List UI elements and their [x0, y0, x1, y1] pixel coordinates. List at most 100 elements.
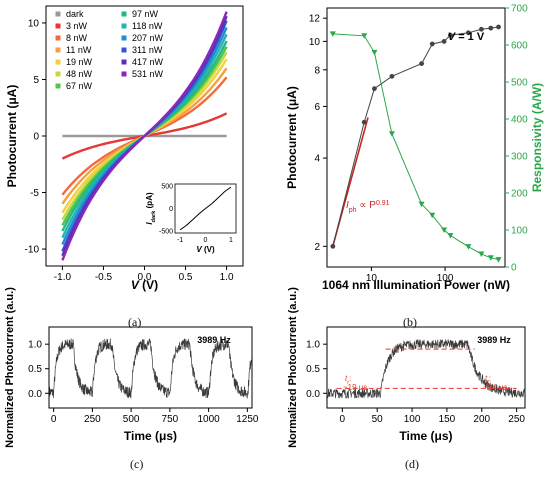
panel-b-photocurrent-point — [372, 86, 377, 92]
caption-a: (a) — [128, 315, 142, 329]
panel-a-legend-marker — [121, 47, 127, 53]
panel-d-xtick-label: 150 — [439, 414, 456, 425]
panel-b-ytick-right-label: 100 — [511, 226, 528, 237]
panel-b-responsivity-point — [418, 201, 425, 208]
panel-a-inset-xtick-label: 0 — [204, 237, 208, 244]
panel-a-ytick-label: -5 — [30, 188, 39, 199]
panel-a-legend-marker — [55, 71, 61, 77]
panel-d-rise-label: tr: — [345, 374, 351, 386]
panel-a-legend-label: 207 nW — [132, 33, 164, 43]
panel-b-ytick-right-label: 700 — [511, 4, 528, 15]
panel-d-ytick-label: 0.5 — [306, 364, 320, 375]
panel-b-photocurrent-point — [389, 73, 395, 79]
panel-b-photocurrent-point — [496, 24, 501, 30]
panel-b-ylabel-left: Photocurrent (μA) — [285, 86, 299, 189]
panel-b-ytick-right-label: 0 — [511, 263, 517, 274]
panel-b-responsivity-point — [465, 244, 472, 250]
panel-b-responsivity-point — [429, 212, 436, 219]
panel-d-xtick-label: 50 — [372, 414, 384, 425]
panel-a-inset-ytick-label: 0 — [169, 206, 173, 213]
panel-a-legend-marker — [55, 83, 61, 89]
panel-a-xtick-label: -0.5 — [95, 272, 113, 283]
panel-c-ytick-label: 0.5 — [28, 364, 42, 375]
panel-b-xtick-label: 100 — [437, 273, 454, 284]
panel-b: 10 100 2 4 6 8 10 12 0 100 200 300 400 500 600 700 1064 … — [285, 4, 544, 293]
panel-b-ytick-right-label: 300 — [511, 152, 528, 163]
panel-a-legend-label: 97 nW — [132, 9, 159, 19]
panel-b-ytick-left-label: 4 — [314, 154, 320, 165]
panel-c-ytick-label: 0.0 — [28, 389, 42, 400]
panel-b-ytick-left-label: 6 — [314, 102, 320, 113]
panel-d-ytick-label: 0.0 — [306, 389, 320, 400]
panel-a-legend-label: 19 nW — [66, 57, 93, 67]
panel-b-responsivity-point — [447, 233, 454, 239]
panel-b-fit-annotation: Iph ∝ P0.91 — [346, 200, 390, 214]
panel-a-legend-marker — [121, 23, 127, 29]
panel-d-xlabel: Time (μs) — [399, 429, 452, 443]
panel-a-legend-label: 531 nW — [132, 69, 164, 79]
panel-b-responsivity-line — [332, 33, 499, 261]
panel-b-photocurrent-point — [429, 41, 435, 47]
panel-a-inset-xtick-label: -1 — [177, 237, 183, 244]
panel-c-xlabel: Time (μs) — [124, 429, 177, 443]
panel-b-responsivity-point — [441, 227, 448, 233]
panel-a-legend-label: 11 nW — [66, 45, 92, 55]
panel-a-xtick-label: 0.0 — [138, 272, 152, 283]
panel-a-legend-marker — [55, 47, 61, 53]
panel-b-photocurrent-point — [465, 30, 471, 36]
panel-a-inset-ylabel: Idark (pA) — [145, 192, 157, 225]
panel-a-legend-marker — [55, 23, 61, 29]
panel-a-legend-label: 3 nW — [66, 21, 88, 31]
panel-c-frame — [48, 326, 253, 409]
panel-b-photocurrent-point — [330, 243, 336, 249]
panel-b-photocurrent-line — [332, 26, 499, 247]
panel-a-legend-marker — [121, 71, 127, 77]
panel-a-legend-marker — [55, 11, 61, 17]
panel-c-xtick-label: 1000 — [197, 414, 220, 425]
panel-a-legend-label: 311 nW — [132, 45, 163, 55]
panel-c-ylabel: Normalized Photocurrent (a.u.) — [4, 287, 16, 448]
panel-b-responsivity-point — [388, 131, 395, 137]
panel-c-xtick-label: 250 — [84, 414, 101, 425]
panel-b-frame — [326, 7, 506, 268]
panel-c-trace — [48, 338, 252, 399]
panel-b-photocurrent-point — [488, 25, 494, 31]
panel-d-xtick-label: 250 — [508, 414, 525, 425]
panel-d-frame — [326, 326, 526, 409]
panel-a-inset-curve — [179, 186, 232, 231]
panel-c-ytick-label: 1.0 — [28, 340, 42, 351]
panel-b-photocurrent-point — [447, 32, 453, 38]
panel-b-ytick-right-label: 400 — [511, 115, 528, 126]
panel-a-ytick-label: 10 — [28, 18, 40, 29]
panel-a-xtick-label: 1.0 — [220, 272, 234, 283]
panel-a-ylabel: Photocurrent (μA) — [5, 85, 19, 188]
panel-d-xtick-label: 200 — [473, 414, 490, 425]
panel-a-ytick-label: -10 — [25, 245, 40, 256]
panel-a-inset-xlabel: V (V) — [196, 245, 215, 254]
panel-a-legend-marker — [55, 35, 61, 41]
panel-a-legend-label: 48 nW — [66, 69, 93, 79]
panel-b-responsivity-point — [478, 251, 485, 258]
panel-d-frequency-label: 3989 Hz — [477, 335, 511, 345]
caption-b: (b) — [403, 315, 417, 329]
panel-c-xtick-label: 750 — [162, 414, 179, 425]
panel-b-xlabel: 1064 nm Illumination Power (nW) — [322, 278, 510, 292]
panel-d: 0 50 100 150 200 250 0.0 0.5 1.0 Time (μs) Normali… — [287, 287, 526, 448]
panel-d-fall-label: tf: — [485, 374, 491, 386]
caption-c: (c) — [130, 457, 144, 471]
panel-a-xtick-label: -1.0 — [54, 272, 72, 283]
panel-b-ytick-left-label: 12 — [309, 14, 321, 25]
panel-c-xtick-label: 500 — [123, 414, 140, 425]
panel-a-legend-label: dark — [66, 9, 84, 19]
panel-a-legend-marker — [121, 59, 127, 65]
panel-b-ytick-left-label: 10 — [309, 37, 321, 48]
panel-c-xtick-label: 0 — [51, 414, 57, 425]
panel-a-legend-label: 118 nW — [132, 21, 163, 31]
panel-d-xtick-label: 100 — [404, 414, 421, 425]
panel-a-inset-ytick-label: -500 — [159, 228, 173, 235]
panel-d-fall-value: ~34 μs — [483, 383, 507, 392]
panel-b-responsivity-point — [371, 49, 378, 56]
panel-a-xlabel: V (V) — [131, 278, 158, 292]
